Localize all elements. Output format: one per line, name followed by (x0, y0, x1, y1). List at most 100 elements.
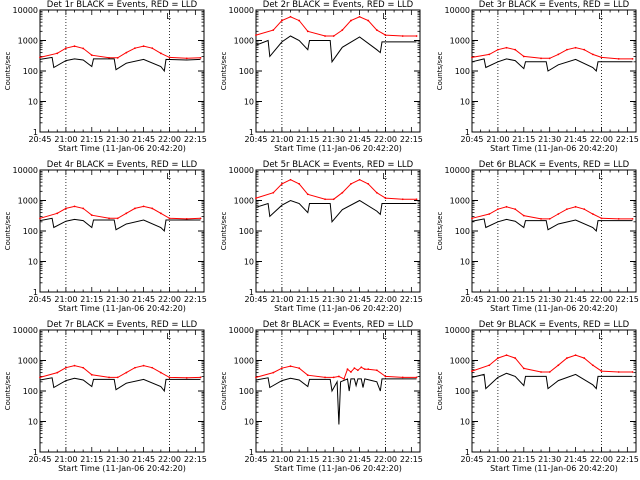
data-point (384, 34, 387, 37)
x-tick-label: 21:45 (348, 135, 371, 144)
data-point (505, 205, 508, 208)
data-point (159, 52, 162, 55)
x-tick-label: 21:15 (512, 455, 535, 464)
y-tick-label: 10000 (13, 166, 38, 175)
data-point (151, 47, 154, 50)
corner-marker: L (382, 12, 387, 21)
chart-title: Det 1r BLACK = Events, RED = LLD (47, 0, 198, 10)
chart-title: Det 4r BLACK = Events, RED = LLD (47, 160, 198, 170)
data-point (631, 217, 634, 220)
corner-marker: L (382, 172, 387, 181)
data-point (548, 57, 551, 60)
y-tick-label: 10000 (13, 6, 38, 15)
data-point (367, 183, 370, 185)
data-point (540, 371, 542, 373)
x-tick-label: 22:00 (158, 135, 181, 144)
data-point (415, 35, 418, 37)
x-tick-label: 21:45 (132, 135, 155, 144)
chart-panel-3: Det 3r BLACK = Events, RED = LLD 1 10 100 10… (436, 0, 639, 153)
data-point (116, 217, 119, 220)
x-axis-label: Start Time (11-Jan-06 20:42:20) (274, 144, 402, 153)
plot-frame (39, 169, 205, 293)
y-tick-label: 10000 (445, 326, 470, 335)
y-tick-label: 10 (28, 258, 38, 267)
data-point (350, 371, 352, 373)
x-tick-label: 21:30 (322, 295, 345, 304)
x-tick-label: 22:00 (374, 135, 397, 144)
x-tick-label: 21:30 (322, 455, 345, 464)
data-point (557, 364, 560, 367)
data-point (298, 183, 301, 185)
data-point (280, 183, 283, 185)
x-tick-label: 20:45 (28, 295, 51, 304)
x-tick-label: 22:15 (400, 135, 423, 144)
x-tick-label: 22:15 (616, 455, 639, 464)
y-tick-label: 1000 (234, 37, 254, 46)
corner-marker: L (598, 12, 603, 21)
data-point (384, 375, 387, 378)
y-axis-label: Counts/sec (436, 372, 444, 411)
data-point (82, 47, 85, 50)
series-line-red (471, 354, 633, 373)
x-tick-label: 21:15 (80, 135, 103, 144)
data-point (591, 213, 594, 215)
data-point (125, 371, 128, 374)
x-tick-label: 21:00 (486, 295, 509, 304)
data-point (341, 29, 344, 31)
data-point (298, 19, 301, 22)
x-tick-label: 22:15 (616, 295, 639, 304)
data-point (39, 376, 41, 379)
y-tick-label: 1 (33, 288, 38, 297)
data-point (617, 371, 620, 373)
y-tick-label: 1000 (18, 357, 38, 366)
series-line-red (471, 47, 633, 60)
data-point (289, 15, 292, 18)
x-tick-label: 21:00 (54, 295, 77, 304)
series-line-red (39, 205, 201, 220)
x-tick-label: 22:00 (374, 455, 397, 464)
data-point (332, 376, 335, 379)
x-tick-label: 22:15 (616, 135, 639, 144)
data-point (574, 46, 577, 49)
data-point (358, 15, 361, 18)
data-point (401, 35, 404, 37)
y-tick-label: 100 (455, 227, 470, 236)
data-point (591, 364, 594, 367)
series-line-black (471, 218, 633, 233)
data-point (353, 367, 356, 370)
chart-title: Det 8r BLACK = Events, RED = LLD (263, 320, 414, 330)
x-tick-label: 21:45 (132, 455, 155, 464)
data-point (375, 29, 378, 31)
plot-frame (471, 169, 637, 293)
data-point (600, 56, 603, 59)
data-point (73, 364, 76, 367)
chart-panel-7: Det 7r BLACK = Events, RED = LLD 1 10 100 10… (4, 320, 207, 473)
data-point (363, 368, 366, 371)
y-tick-label: 10 (28, 98, 38, 107)
data-point (415, 198, 418, 201)
data-point (375, 191, 378, 194)
y-tick-label: 10 (244, 98, 254, 107)
y-tick-label: 100 (239, 387, 254, 396)
y-tick-label: 1000 (234, 357, 254, 366)
data-point (64, 366, 67, 369)
x-tick-label: 22:00 (158, 295, 181, 304)
data-point (566, 357, 568, 359)
series-line-red (471, 206, 633, 220)
data-point (574, 205, 577, 208)
x-tick-label: 22:00 (590, 455, 613, 464)
data-point (496, 208, 499, 211)
y-tick-label: 10000 (445, 166, 470, 175)
x-tick-label: 21:45 (564, 295, 587, 304)
data-point (557, 53, 560, 56)
data-point (272, 371, 275, 374)
data-point (185, 57, 188, 60)
data-point (116, 56, 119, 59)
data-point (350, 183, 352, 185)
data-point (566, 48, 568, 51)
y-tick-label: 100 (23, 387, 38, 396)
x-tick-label: 22:00 (590, 135, 613, 144)
x-tick-label: 20:45 (28, 455, 51, 464)
data-point (514, 48, 517, 51)
data-point (280, 19, 283, 22)
